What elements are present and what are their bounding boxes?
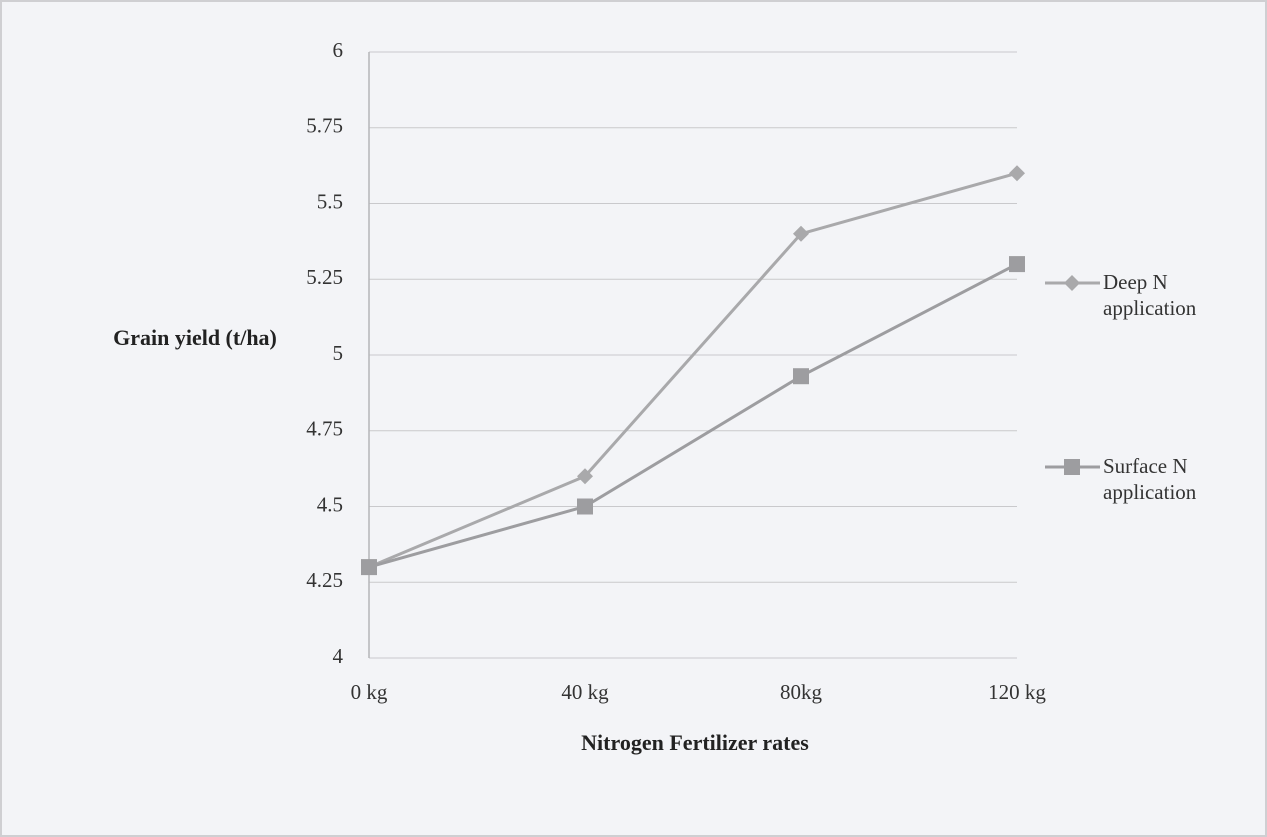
- legend-label: Surface N application: [1103, 454, 1197, 504]
- y-tick-label: 4: [333, 644, 344, 668]
- x-tick-label: 80kg: [780, 680, 823, 704]
- series-line: [368, 262, 1018, 569]
- y-tick-label: 4.75: [306, 417, 343, 441]
- y-tick-label: 6: [333, 38, 344, 62]
- y-tick-label: 4.25: [306, 568, 343, 592]
- y-tick-label: 4.5: [317, 492, 343, 516]
- point-marker: [1064, 459, 1080, 475]
- point-marker: [577, 498, 593, 515]
- point-marker: [1064, 275, 1080, 291]
- series-line: [368, 171, 1018, 569]
- legend-label: Deep N application: [1103, 270, 1197, 320]
- point-marker: [1009, 165, 1025, 182]
- point-marker: [361, 559, 377, 576]
- x-tick-label: 40 kg: [561, 680, 609, 704]
- x-tick-label: 120 kg: [988, 680, 1046, 704]
- point-marker: [577, 468, 593, 485]
- y-axis-title: Grain yield (t/ha): [113, 325, 277, 350]
- y-tick-label: 5.25: [306, 265, 343, 289]
- y-tick-label: 5: [333, 341, 344, 365]
- y-tick-label: 5.5: [317, 189, 343, 213]
- y-tick-label: 5.75: [306, 114, 343, 138]
- x-axis-title: Nitrogen Fertilizer rates: [581, 730, 809, 755]
- point-marker: [1009, 256, 1025, 273]
- point-marker: [793, 225, 809, 242]
- point-marker: [793, 368, 809, 385]
- x-tick-label: 0 kg: [351, 680, 388, 704]
